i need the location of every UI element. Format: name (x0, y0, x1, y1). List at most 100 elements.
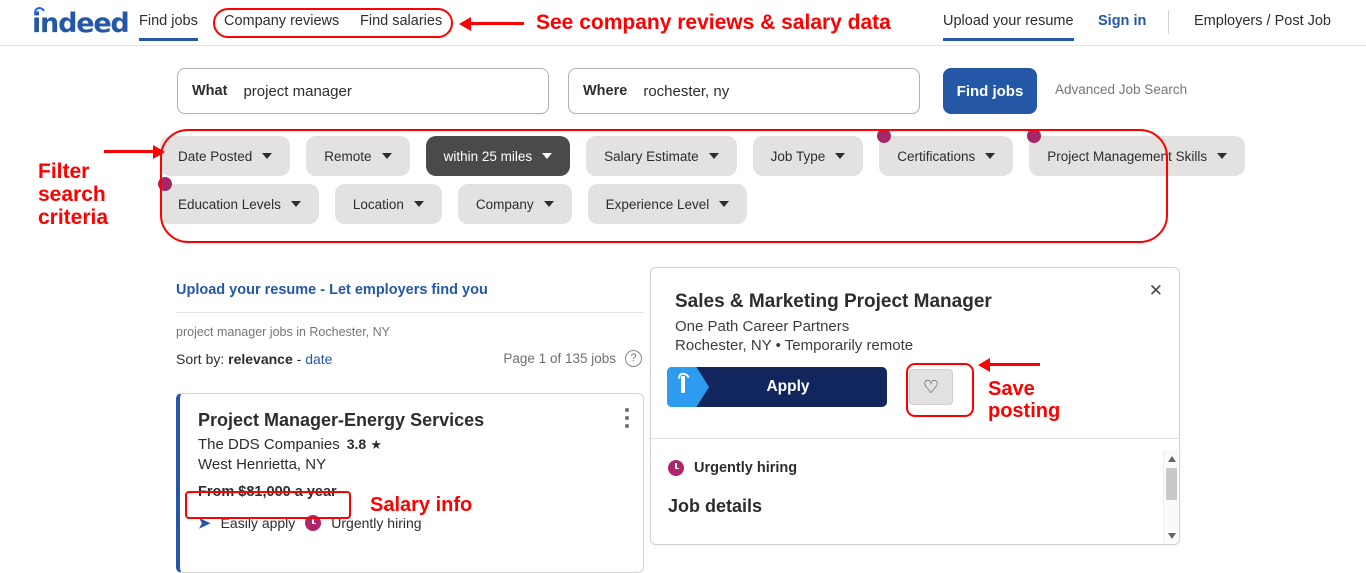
filter-pill-label: Education Levels (178, 196, 281, 212)
chevron-down-icon (381, 153, 392, 159)
filter-pill-label: Location (352, 196, 404, 212)
job-card-title[interactable]: Project Manager-Energy Services (198, 410, 485, 430)
easily-apply-label: Easily apply (220, 515, 296, 532)
close-icon[interactable]: ✕ (1148, 281, 1163, 300)
annotation-filters-line-2: search (38, 183, 106, 207)
nav-find-salaries[interactable]: Find salaries (360, 13, 443, 29)
divider (651, 438, 1179, 439)
filter-row-2: Education Levels Location Company Experienc… (158, 177, 1180, 224)
apply-action-row: Apply ♡ (667, 367, 953, 407)
annotation-label-filters: Filter search criteria (38, 160, 108, 229)
filter-new-dot-icon (158, 177, 172, 191)
what-label: What (192, 83, 228, 99)
job-card-company[interactable]: The DDS Companies (198, 436, 340, 454)
chevron-down-icon (543, 201, 554, 207)
nav-divider (1168, 10, 1169, 34)
filter-pill-location[interactable]: Location (334, 184, 442, 224)
nav-employers-post-job[interactable]: Employers / Post Job (1194, 13, 1331, 29)
job-details-heading: Job details (668, 496, 763, 516)
save-job-button[interactable]: ♡ (909, 369, 953, 405)
job-detail-header: Sales & Marketing Project Manager One Pa… (651, 268, 1179, 354)
sort-row: Sort by: relevance - date Page 1 of 135 … (176, 350, 644, 373)
annotation-arrow-save (978, 357, 1040, 372)
advanced-job-search-link[interactable]: Advanced Job Search (1055, 82, 1188, 97)
chevron-down-icon (1217, 153, 1228, 159)
chevron-down-icon (542, 153, 553, 159)
filter-pill-within-25-miles[interactable]: within 25 miles (425, 136, 571, 176)
top-navigation-bar: indeed Find jobs Company reviews Find sa… (0, 0, 1366, 46)
chevron-down-icon (985, 153, 996, 159)
sort-separator: - (292, 351, 306, 367)
upload-resume-promo[interactable]: Upload your resume - Let employers find … (176, 282, 644, 298)
nav-sign-in[interactable]: Sign in (1098, 13, 1147, 29)
help-icon[interactable]: ? (625, 350, 642, 367)
chevron-down-icon (262, 153, 273, 159)
urgently-hiring-label: Urgently hiring (694, 460, 798, 476)
filter-pill-date-posted[interactable]: Date Posted (160, 136, 291, 176)
urgently-hiring-badge: Urgently hiring (668, 460, 797, 476)
where-input-value[interactable]: rochester, ny (643, 82, 730, 100)
sort-relevance[interactable]: relevance (228, 351, 293, 367)
more-options-icon[interactable] (625, 408, 629, 432)
what-input-value[interactable]: project manager (243, 82, 352, 100)
filter-pill-label: Job Type (770, 148, 826, 164)
job-result-card[interactable]: Project Manager-Energy Services The DDS … (176, 393, 644, 573)
sort-date[interactable]: date (305, 351, 333, 367)
logo-text: indeed (32, 8, 130, 39)
filter-new-dot-icon (877, 129, 892, 143)
clock-icon (305, 515, 322, 532)
annotation-label-salary: Salary info (370, 494, 473, 516)
filter-pill-label: Salary Estimate (604, 148, 699, 164)
filter-pill-label: Certifications (897, 148, 976, 164)
annotation-filters-line-1: Filter (38, 160, 90, 183)
annotation-save-line-2: posting (988, 400, 1061, 422)
scrollbar-thumb[interactable] (1166, 468, 1177, 500)
urgently-hiring-label: Urgently hiring (331, 515, 422, 532)
filter-pill-label: Company (475, 196, 534, 212)
filter-pill-project-management-skills[interactable]: Project Management Skills (1027, 129, 1246, 176)
filter-pill-certifications[interactable]: Certifications (877, 129, 1014, 176)
where-search-field[interactable]: Where rochester, ny (568, 68, 920, 114)
filter-pill-company[interactable]: Company (457, 184, 572, 224)
upload-resume-promo-rest: - Let employers find you (316, 282, 488, 298)
what-search-field[interactable]: What project manager (177, 68, 549, 114)
easily-apply-icon: ➤ (198, 515, 211, 533)
filter-pill-education-levels[interactable]: Education Levels (158, 177, 319, 224)
apply-button[interactable]: Apply (667, 367, 887, 407)
find-jobs-button[interactable]: Find jobs (943, 68, 1037, 114)
filter-pill-remote[interactable]: Remote (306, 136, 410, 176)
job-detail-title: Sales & Marketing Project Manager (675, 291, 992, 312)
indeed-logo[interactable]: indeed (32, 5, 130, 39)
filter-pill-label: Date Posted (178, 148, 253, 164)
search-bar: What project manager Where rochester, ny… (0, 68, 1366, 123)
chevron-down-icon (708, 153, 719, 159)
indeed-i-stem-icon (681, 376, 685, 393)
job-card-salary: From $81,000 a year (198, 484, 337, 501)
apply-button-label: Apply (766, 378, 810, 395)
filter-pill-label: within 25 miles (443, 148, 533, 164)
nav-find-jobs[interactable]: Find jobs (139, 13, 198, 41)
job-detail-company[interactable]: One Path Career Partners (675, 318, 850, 335)
nav-company-reviews[interactable]: Company reviews (224, 13, 340, 29)
sort-prefix: Sort by: (176, 351, 229, 367)
job-card-company-row: The DDS Companies 3.8 ★ (198, 436, 625, 453)
filter-pill-salary-estimate[interactable]: Salary Estimate (586, 136, 737, 176)
indeed-apply-chevron-icon (667, 367, 709, 407)
filter-pill-job-type[interactable]: Job Type (752, 136, 864, 176)
job-detail-location: Rochester, NY • Temporarily remote (675, 337, 914, 354)
page-count: Page 1 of 135 jobs (503, 351, 616, 366)
where-label: Where (583, 83, 628, 99)
filter-pill-experience-level[interactable]: Experience Level (587, 184, 748, 224)
nav-upload-resume[interactable]: Upload your resume (943, 13, 1074, 41)
scroll-up-icon[interactable] (1167, 456, 1176, 462)
filter-pill-label: Remote (324, 148, 372, 164)
star-icon: ★ (370, 437, 383, 453)
filter-pill-label: Project Management Skills (1047, 148, 1208, 164)
chevron-down-icon (719, 201, 730, 207)
chevron-down-icon (413, 201, 424, 207)
scroll-down-icon[interactable] (1167, 533, 1176, 539)
job-card-tags: ➤ Easily apply Urgently hiring (198, 514, 625, 532)
heart-icon: ♡ (922, 376, 940, 397)
detail-scrollbar[interactable] (1163, 450, 1178, 544)
upload-resume-link[interactable]: Upload your resume (176, 282, 317, 298)
